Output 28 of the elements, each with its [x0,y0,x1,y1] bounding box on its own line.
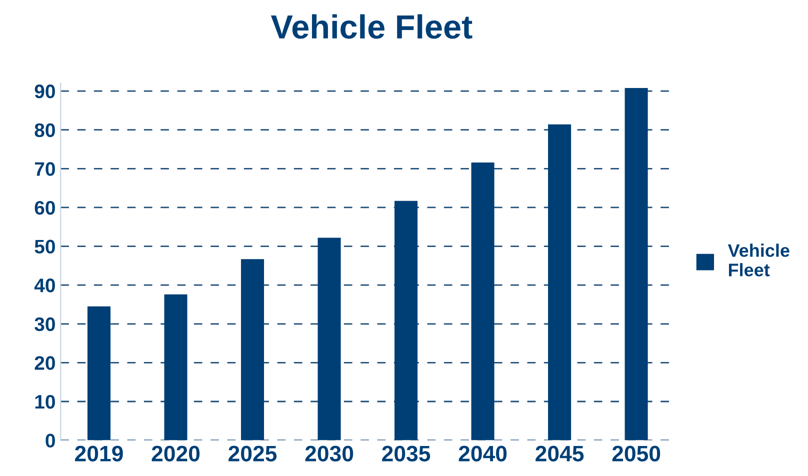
y-tick-label: 30 [34,317,55,332]
bar [471,162,494,440]
x-tick-label: 2045 [536,446,584,462]
y-tick-label: 50 [34,240,55,254]
y-tick-label: 90 [34,84,55,98]
bar [87,306,110,440]
y-tick-label: 10 [35,394,55,409]
x-tick-label: 2020 [152,446,200,462]
chart-title: Vehicle Fleet [270,14,472,39]
x-tick-label: 2035 [382,446,430,462]
y-tick-label: 40 [34,278,55,292]
y-tick-label: 20 [34,356,55,370]
bar [240,259,264,440]
bar [548,124,572,440]
y-tick-label: 70 [34,162,55,176]
x-tick-label: 2050 [612,446,660,462]
bar [318,238,341,440]
y-tick-label: 80 [34,123,55,138]
x-tick-label: 2040 [458,446,507,462]
legend-label: Vehicle Fleet [728,244,790,276]
x-tick-label: 2030 [305,446,354,462]
x-tick-label: 2019 [75,446,123,462]
y-tick-label: 0 [46,434,55,448]
x-tick-label: 2025 [228,446,277,462]
bar [164,294,188,440]
bar [394,200,418,440]
bar [624,88,648,440]
y-tick-label: 60 [34,200,55,215]
